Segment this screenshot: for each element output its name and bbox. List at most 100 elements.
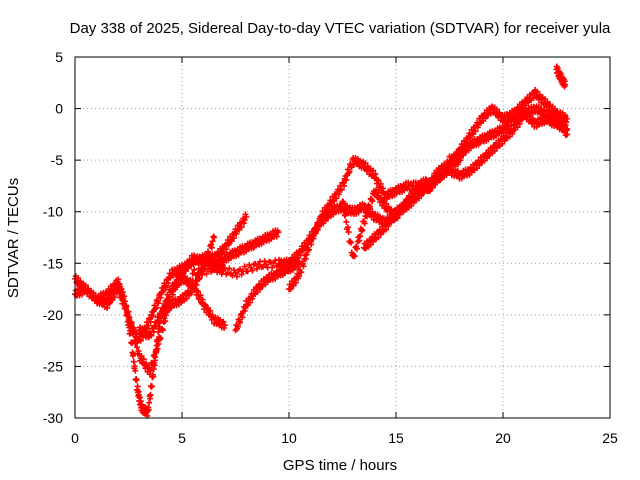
- data-point: [155, 341, 162, 348]
- y-tick-label: -25: [43, 358, 63, 374]
- x-tick-label: 5: [178, 430, 186, 446]
- data-point: [221, 322, 228, 329]
- series-track-12: [435, 107, 571, 184]
- data-point: [115, 276, 122, 283]
- data-point: [155, 300, 162, 307]
- data-point: [313, 227, 320, 234]
- data-point: [132, 367, 139, 374]
- data-point: [237, 319, 244, 326]
- data-point: [290, 282, 297, 289]
- data-point: [347, 239, 354, 246]
- data-point: [146, 399, 153, 406]
- data-point: [177, 277, 184, 284]
- data-point: [315, 222, 322, 229]
- data-point: [383, 226, 390, 233]
- data-point: [514, 124, 521, 131]
- data-point: [247, 299, 254, 306]
- data-point: [196, 275, 203, 282]
- data-point: [269, 264, 276, 271]
- data-point: [220, 318, 227, 325]
- data-point: [125, 308, 132, 315]
- data-point: [252, 260, 259, 267]
- data-point: [211, 234, 218, 241]
- data-point: [191, 266, 198, 273]
- y-tick-label: -30: [43, 410, 63, 426]
- data-point: [247, 264, 254, 271]
- data-point: [472, 128, 479, 135]
- x-tick-label: 25: [602, 430, 618, 446]
- data-point: [148, 383, 155, 390]
- data-point: [152, 354, 159, 361]
- x-tick-label: 10: [281, 430, 297, 446]
- data-point: [203, 270, 210, 277]
- data-point: [253, 265, 260, 272]
- data-point: [172, 284, 179, 291]
- data-point: [145, 406, 152, 413]
- x-tick-labels: 0 5 10 15 20 25: [71, 430, 618, 446]
- data-point: [169, 291, 176, 298]
- chart-title: Day 338 of 2025, Sidereal Day-to-day VTE…: [70, 20, 611, 37]
- data-point: [207, 307, 214, 314]
- data-point: [109, 297, 116, 304]
- data-point: [147, 391, 154, 398]
- data-point: [562, 81, 569, 88]
- data-point: [308, 241, 315, 248]
- x-tick-label: 15: [388, 430, 404, 446]
- data-point: [120, 297, 127, 304]
- data-point: [153, 304, 160, 311]
- data-point: [442, 168, 449, 175]
- data-point: [150, 373, 157, 380]
- data-point: [204, 304, 211, 311]
- data-point: [162, 318, 169, 325]
- x-tick-label: 0: [71, 430, 79, 446]
- data-point: [303, 251, 310, 258]
- data-point: [359, 226, 366, 233]
- data-point: [234, 273, 241, 280]
- data-point: [130, 358, 137, 365]
- data-point: [115, 284, 122, 291]
- data-point: [361, 220, 368, 227]
- data-point: [204, 266, 211, 273]
- data-point: [564, 131, 571, 138]
- y-tick-label: 5: [55, 49, 63, 65]
- y-tick-label: -20: [43, 307, 63, 323]
- data-point: [128, 319, 135, 326]
- data-point: [232, 269, 239, 276]
- data-point: [241, 216, 248, 223]
- data-point: [134, 383, 141, 390]
- data-point: [343, 218, 350, 225]
- data-point: [239, 314, 246, 321]
- data-point: [351, 253, 358, 260]
- data-point: [165, 280, 172, 287]
- data-point: [234, 323, 241, 330]
- data-point: [204, 256, 211, 263]
- series-track-13: [553, 63, 569, 90]
- data-point: [197, 292, 204, 299]
- data-point: [111, 294, 118, 301]
- data-point: [340, 199, 347, 206]
- series-track-8: [286, 154, 432, 293]
- data-point: [346, 168, 353, 175]
- y-tick-label: -15: [43, 255, 63, 271]
- data-point: [292, 279, 299, 286]
- data-point: [191, 286, 198, 293]
- data-point: [255, 262, 262, 269]
- data-point: [354, 245, 361, 252]
- data-point: [195, 288, 202, 295]
- data-point: [159, 327, 166, 334]
- data-point: [150, 328, 157, 335]
- data-point: [243, 213, 250, 220]
- data-point: [260, 263, 267, 270]
- data-point: [348, 164, 355, 171]
- data-point: [206, 251, 213, 258]
- x-tick-label: 20: [495, 430, 511, 446]
- data-point: [206, 263, 213, 270]
- data-point: [175, 281, 182, 288]
- y-tick-label: -5: [51, 152, 64, 168]
- data-points: [72, 63, 571, 419]
- y-tick-label: 0: [55, 101, 63, 117]
- data-point: [333, 195, 340, 202]
- data-point: [564, 126, 571, 133]
- data-point: [138, 353, 145, 360]
